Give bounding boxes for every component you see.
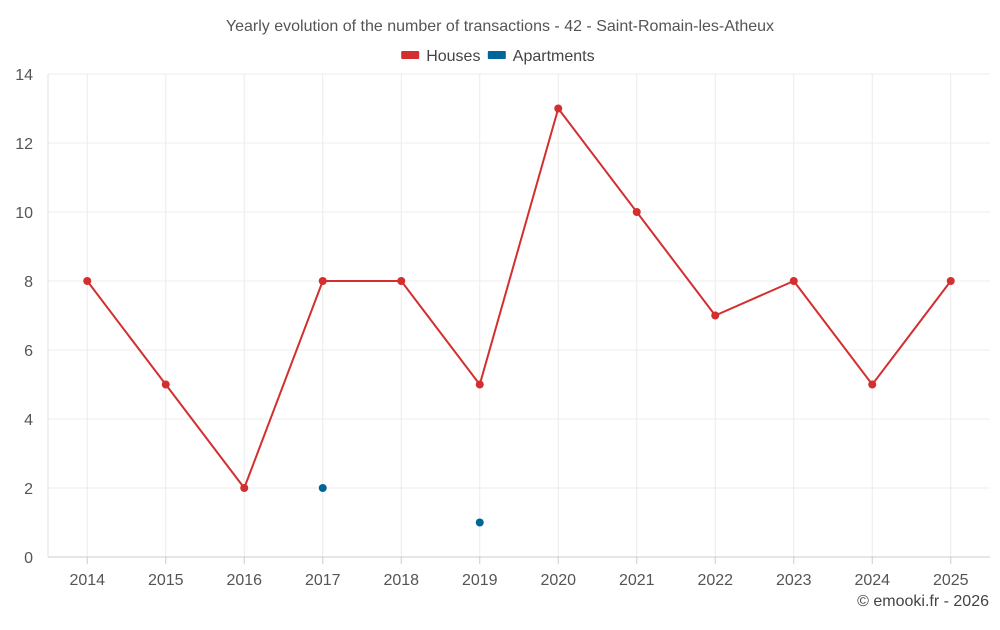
houses-point[interactable] bbox=[318, 277, 327, 285]
houses-point[interactable] bbox=[240, 484, 249, 492]
houses-point[interactable] bbox=[632, 208, 641, 216]
series-apartments bbox=[318, 484, 484, 527]
legend-swatch-apartments bbox=[487, 51, 506, 59]
chart-title: Yearly evolution of the number of transa… bbox=[226, 18, 774, 35]
houses-point[interactable] bbox=[475, 380, 484, 389]
legend-label-houses: Houses bbox=[426, 48, 480, 65]
y-tick-label: 12 bbox=[15, 136, 33, 153]
houses-line-segment bbox=[400, 280, 481, 386]
x-tick-label: 2021 bbox=[619, 572, 655, 589]
y-tick-label: 4 bbox=[24, 412, 33, 429]
series-houses bbox=[83, 104, 955, 492]
x-tick-label: 2019 bbox=[462, 572, 498, 589]
y-tick-label: 2 bbox=[24, 481, 33, 498]
x-tick-label: 2016 bbox=[226, 572, 262, 589]
houses-line-segment bbox=[478, 107, 560, 386]
y-tick-label: 6 bbox=[24, 343, 33, 360]
houses-line-segment bbox=[714, 280, 795, 317]
y-tick-label: 0 bbox=[24, 550, 33, 567]
y-tick-label: 10 bbox=[15, 205, 33, 222]
houses-line-segment bbox=[243, 280, 324, 489]
legend-swatch-houses bbox=[401, 51, 420, 59]
houses-line-segment bbox=[635, 211, 717, 317]
grid bbox=[48, 73, 990, 557]
y-tick-label: 8 bbox=[24, 274, 33, 291]
legend-item-apartments[interactable]: Apartments bbox=[487, 48, 595, 65]
houses-point[interactable] bbox=[397, 277, 406, 285]
houses-point[interactable] bbox=[83, 277, 92, 285]
houses-line-segment bbox=[871, 280, 952, 386]
x-tick-label: 2025 bbox=[933, 572, 969, 589]
x-tick-label: 2023 bbox=[776, 572, 812, 589]
y-tick-label: 14 bbox=[15, 67, 33, 84]
x-tick-label: 2024 bbox=[854, 572, 890, 589]
houses-line-segment bbox=[164, 383, 246, 489]
x-tick-label: 2018 bbox=[383, 572, 419, 589]
houses-point[interactable] bbox=[161, 380, 170, 389]
legend-label-apartments: Apartments bbox=[513, 48, 595, 65]
apartments-point[interactable] bbox=[475, 518, 484, 527]
houses-point[interactable] bbox=[868, 380, 877, 389]
series-layer bbox=[83, 104, 955, 527]
houses-line-segment bbox=[86, 280, 167, 386]
apartments-point[interactable] bbox=[318, 484, 327, 492]
houses-line-segment bbox=[792, 280, 874, 386]
axes: 0 2 4 6 8 10 12 14 2014 2015 2016 2017 2018 2019 2020 2… bbox=[15, 67, 990, 589]
houses-point[interactable] bbox=[789, 277, 798, 285]
x-tick-label: 2020 bbox=[540, 572, 576, 589]
x-tick-label: 2022 bbox=[697, 572, 733, 589]
credit-text: © emooki.fr - 2026 bbox=[857, 593, 989, 610]
houses-point[interactable] bbox=[554, 104, 563, 113]
legend-item-houses[interactable]: Houses bbox=[401, 48, 480, 65]
x-tick-label: 2017 bbox=[305, 572, 341, 589]
houses-point[interactable] bbox=[711, 311, 720, 320]
houses-point[interactable] bbox=[946, 277, 955, 285]
legend: Houses Apartments bbox=[401, 48, 595, 65]
x-tick-label: 2014 bbox=[69, 572, 105, 589]
x-tick-label: 2015 bbox=[148, 572, 184, 589]
houses-line-segment bbox=[557, 107, 638, 213]
